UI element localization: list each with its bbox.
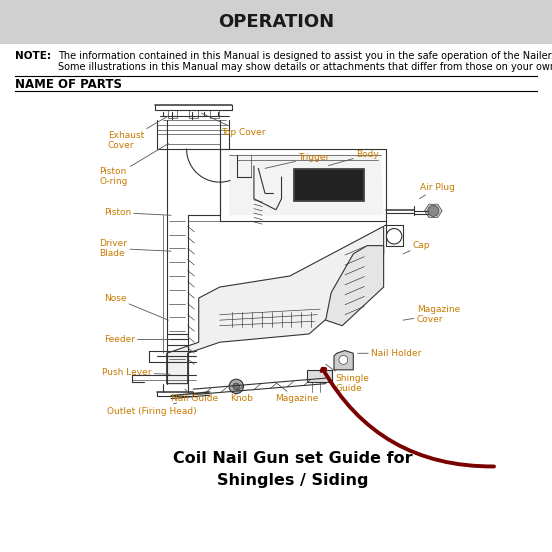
Circle shape: [386, 229, 402, 244]
Polygon shape: [167, 226, 384, 384]
Text: Air Plug: Air Plug: [420, 183, 454, 199]
Circle shape: [229, 379, 243, 394]
Circle shape: [428, 205, 439, 216]
Bar: [168, 110, 177, 118]
Text: Knob: Knob: [230, 388, 253, 403]
Text: Cap: Cap: [403, 241, 431, 254]
Circle shape: [233, 383, 240, 390]
Bar: [307, 370, 332, 382]
Polygon shape: [326, 246, 384, 326]
Text: Shingles / Siding: Shingles / Siding: [217, 473, 368, 488]
Text: Some illustrations in this Manual may show details or attachments that differ fr: Some illustrations in this Manual may sh…: [58, 62, 552, 72]
Text: Piston: Piston: [104, 208, 171, 217]
Text: Magazine
Cover: Magazine Cover: [403, 305, 460, 325]
Text: Nail Holder: Nail Holder: [358, 349, 421, 358]
Text: Nail Guide: Nail Guide: [171, 389, 218, 403]
Text: Exhaust
Cover: Exhaust Cover: [108, 116, 168, 151]
Bar: [189, 110, 198, 118]
Circle shape: [339, 355, 348, 364]
Bar: [210, 110, 219, 118]
Text: Coil Nail Gun set Guide for: Coil Nail Gun set Guide for: [173, 450, 412, 466]
Text: Shingle
Guide: Shingle Guide: [326, 364, 369, 394]
Text: Top Cover: Top Cover: [201, 113, 266, 137]
Text: Piston
O-ring: Piston O-ring: [99, 144, 168, 187]
Text: Trigger: Trigger: [265, 153, 330, 168]
Polygon shape: [229, 155, 384, 215]
Text: NOTE:: NOTE:: [15, 51, 51, 61]
Text: OPERATION: OPERATION: [218, 13, 334, 31]
FancyBboxPatch shape: [0, 0, 552, 44]
Text: Outlet (Firing Head): Outlet (Firing Head): [107, 403, 196, 416]
Text: Push Lever: Push Lever: [102, 368, 170, 377]
Text: The information contained in this Manual is designed to assist you in the safe o: The information contained in this Manual…: [58, 51, 552, 61]
Text: Body: Body: [328, 150, 379, 166]
Bar: [293, 168, 364, 201]
Text: NAME OF PARTS: NAME OF PARTS: [15, 78, 123, 91]
Text: Nose: Nose: [104, 294, 168, 320]
Text: Driver
Blade: Driver Blade: [99, 238, 171, 258]
Text: Feeder: Feeder: [104, 335, 170, 344]
Polygon shape: [424, 204, 442, 217]
Polygon shape: [334, 351, 353, 370]
Text: Magazine: Magazine: [275, 382, 318, 403]
Bar: [294, 169, 363, 200]
